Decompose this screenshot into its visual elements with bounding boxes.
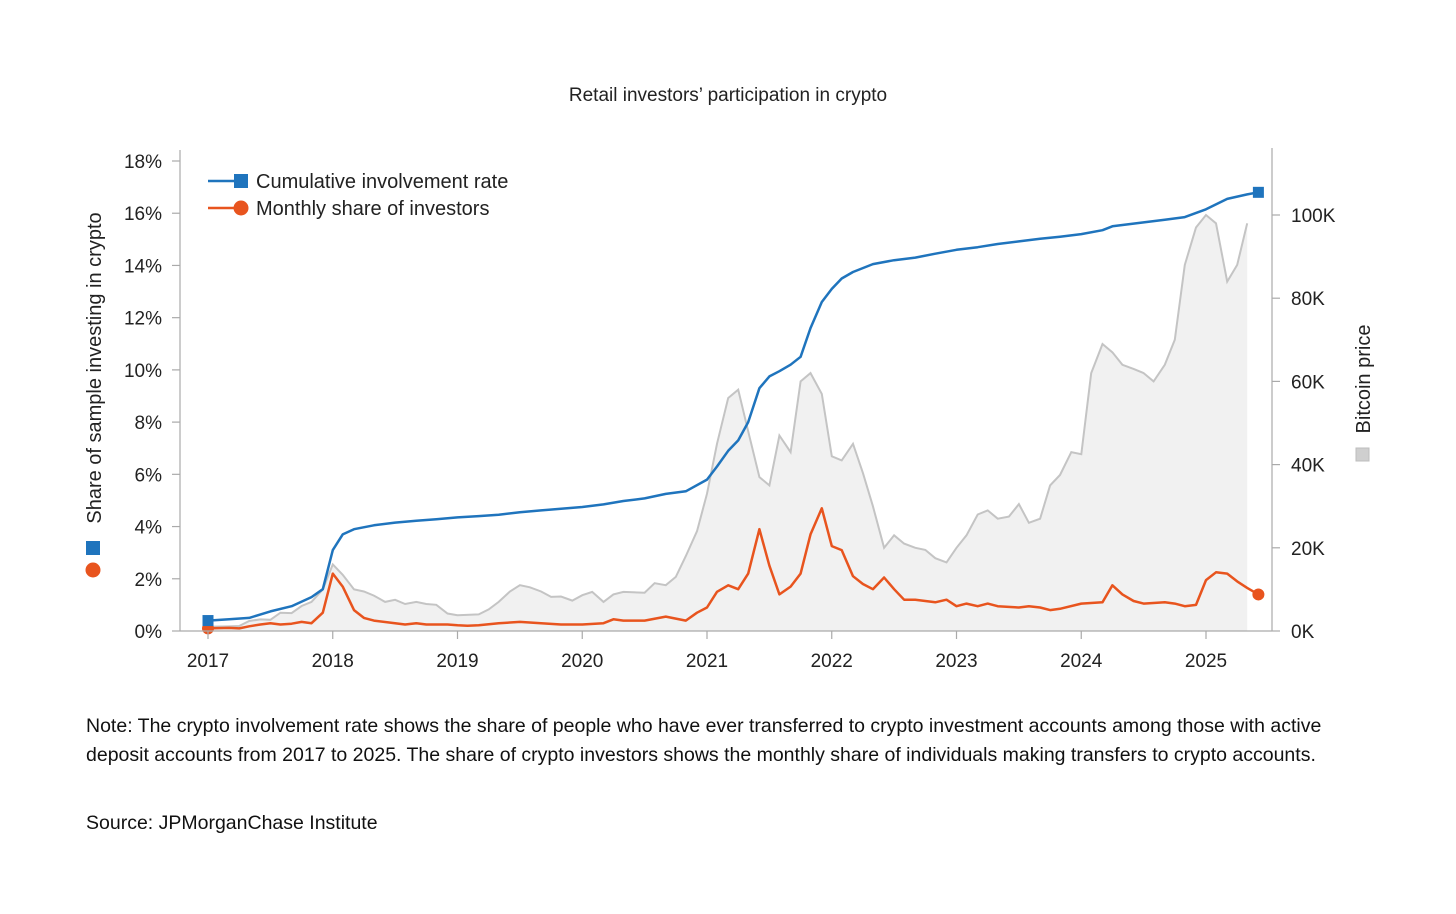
y-axis-title-circle-marker [85,562,101,578]
y-tick-label: 8% [135,413,163,434]
y2-tick-label: 20K [1291,539,1325,560]
y-tick-label: 12% [124,309,162,330]
bitcoin-price-fill [208,215,1248,631]
x-tick-label: 2025 [1185,651,1227,672]
y2-tick-label: 100K [1291,206,1336,227]
cumulative-involvement-rate-end-marker [1252,186,1264,198]
monthly-share-of-investors-end-marker [1252,588,1265,601]
monthly-share-of-investors-line [207,507,1260,630]
y2-axis-title-marker [1355,447,1370,462]
y2-tick-label: 60K [1291,372,1325,393]
legend-label: Monthly share of investors [256,198,489,220]
x-tick-label: 2023 [935,651,977,672]
y-tick-label: 0% [135,622,163,643]
cumulative-involvement-rate-line [207,191,1259,622]
y2-axis-title: Bitcoin price [1353,325,1375,434]
y2-tick-label: 0K [1291,622,1315,643]
chart-source: Source: JPMorganChase Institute [86,812,378,834]
y-axis-title-square-marker [86,541,100,555]
y-tick-label: 14% [124,256,162,277]
y-tick-label: 4% [135,518,163,539]
y2-tick-label: 40K [1291,456,1325,477]
cumulative-involvement-rate-start-marker [202,615,214,627]
legend: Cumulative involvement rate Monthly share… [208,171,508,220]
y-tick-label: 10% [124,361,162,382]
y-axis-title: Share of sample investing in crypto [84,212,106,523]
y-tick-label: 16% [124,204,162,225]
legend-label: Cumulative involvement rate [256,171,508,193]
axes: 0% 2% 4% 6% 8% 10% 12% 14% 16% 18% 0K 20K 40K 60K 80K 1… [84,148,1375,672]
legend-square-marker [234,174,248,188]
x-tick-label: 2020 [561,651,603,672]
chart-note: Note: The crypto involvement rate shows … [86,715,1322,766]
x-tick-label: 2022 [811,651,853,672]
x-tick-label: 2024 [1060,651,1103,672]
y-tick-label: 18% [124,152,162,173]
x-tick-label: 2017 [187,651,229,672]
bitcoin-price-line [207,213,1249,628]
x-tick-label: 2019 [436,651,478,672]
x-tick-label: 2018 [312,651,354,672]
y-tick-label: 2% [135,570,163,591]
chart-title: Retail investors’ participation in crypt… [569,85,887,106]
bitcoin-price-area [207,213,1249,631]
y2-tick-label: 80K [1291,289,1325,310]
y-tick-label: 6% [135,465,163,486]
legend-circle-marker [233,200,249,216]
x-tick-label: 2021 [686,651,728,672]
series-lines [202,186,1265,635]
